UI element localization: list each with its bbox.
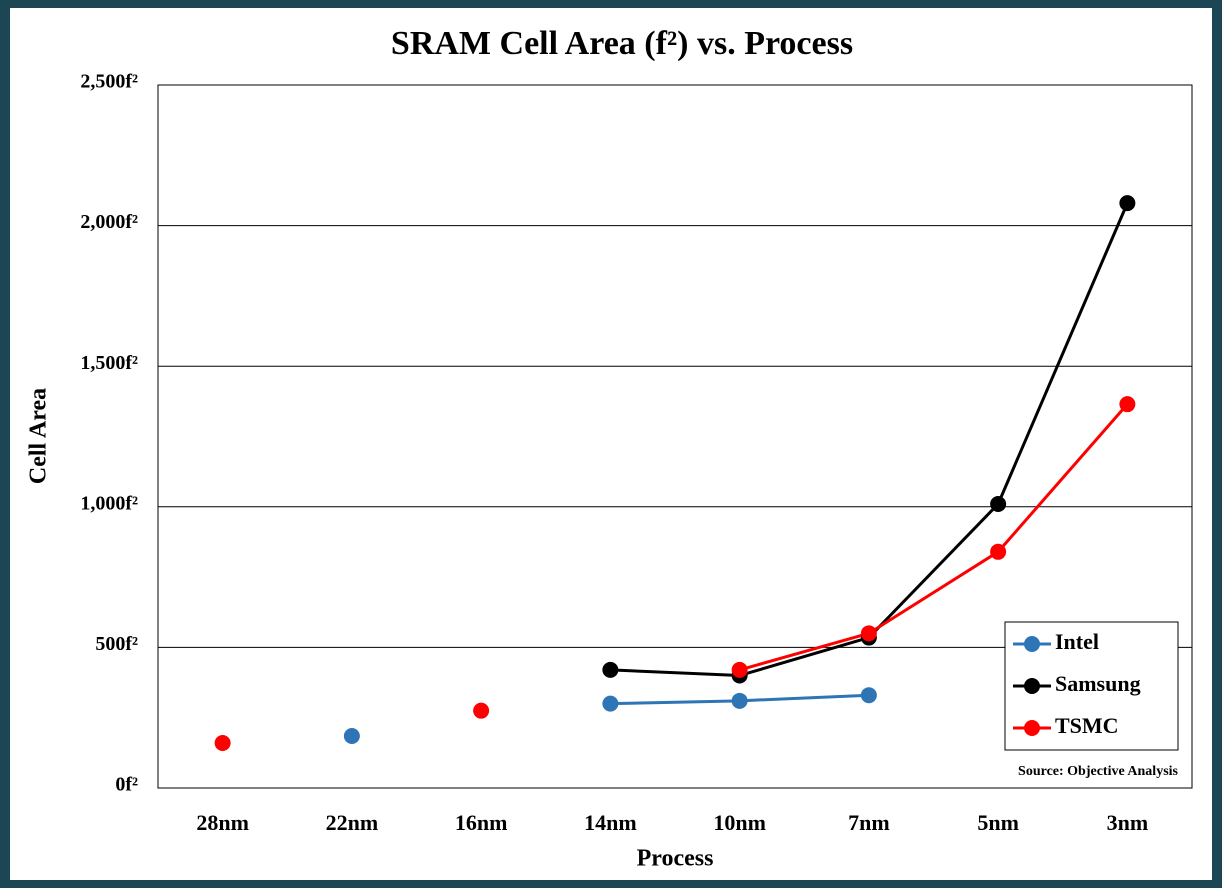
data-point xyxy=(602,662,618,678)
y-tick-label: 0f² xyxy=(115,774,138,796)
x-tick-label: 14nm xyxy=(584,810,637,835)
legend-marker xyxy=(1024,720,1040,736)
data-point xyxy=(990,496,1006,512)
data-point xyxy=(602,696,618,712)
source-note: Source: Objective Analysis xyxy=(1018,764,1179,779)
y-axis-label: Cell Area xyxy=(26,388,52,484)
data-point xyxy=(732,693,748,709)
data-point xyxy=(1119,396,1135,412)
y-tick-label: 2,500f² xyxy=(80,71,138,93)
legend-label: Intel xyxy=(1055,629,1099,654)
y-tick-label: 500f² xyxy=(95,633,138,655)
legend-label: TSMC xyxy=(1055,713,1119,738)
legend-marker xyxy=(1024,678,1040,694)
chart-title: SRAM Cell Area (f²) vs. Process xyxy=(391,25,853,62)
legend-label: Samsung xyxy=(1055,671,1141,696)
y-tick-label: 2,000f² xyxy=(80,211,138,233)
x-tick-label: 7nm xyxy=(848,810,890,835)
x-tick-label: 22nm xyxy=(326,810,379,835)
x-tick-label: 10nm xyxy=(713,810,766,835)
x-tick-label: 28nm xyxy=(196,810,249,835)
data-point xyxy=(473,703,489,719)
data-point xyxy=(861,625,877,641)
x-tick-label: 5nm xyxy=(977,810,1019,835)
y-tick-label: 1,000f² xyxy=(80,492,138,514)
x-tick-label: 16nm xyxy=(455,810,508,835)
x-tick-label: 3nm xyxy=(1107,810,1149,835)
data-point xyxy=(861,687,877,703)
data-point xyxy=(1119,195,1135,211)
x-axis-label: Process xyxy=(637,846,714,872)
data-point xyxy=(732,662,748,678)
data-point xyxy=(215,735,231,751)
legend-marker xyxy=(1024,636,1040,652)
page: SRAM Cell Area (f²) vs. Process Process … xyxy=(0,0,1222,888)
data-point xyxy=(344,728,360,744)
chart: SRAM Cell Area (f²) vs. Process Process … xyxy=(0,0,1222,888)
y-tick-label: 1,500f² xyxy=(80,352,138,374)
data-point xyxy=(990,544,1006,560)
